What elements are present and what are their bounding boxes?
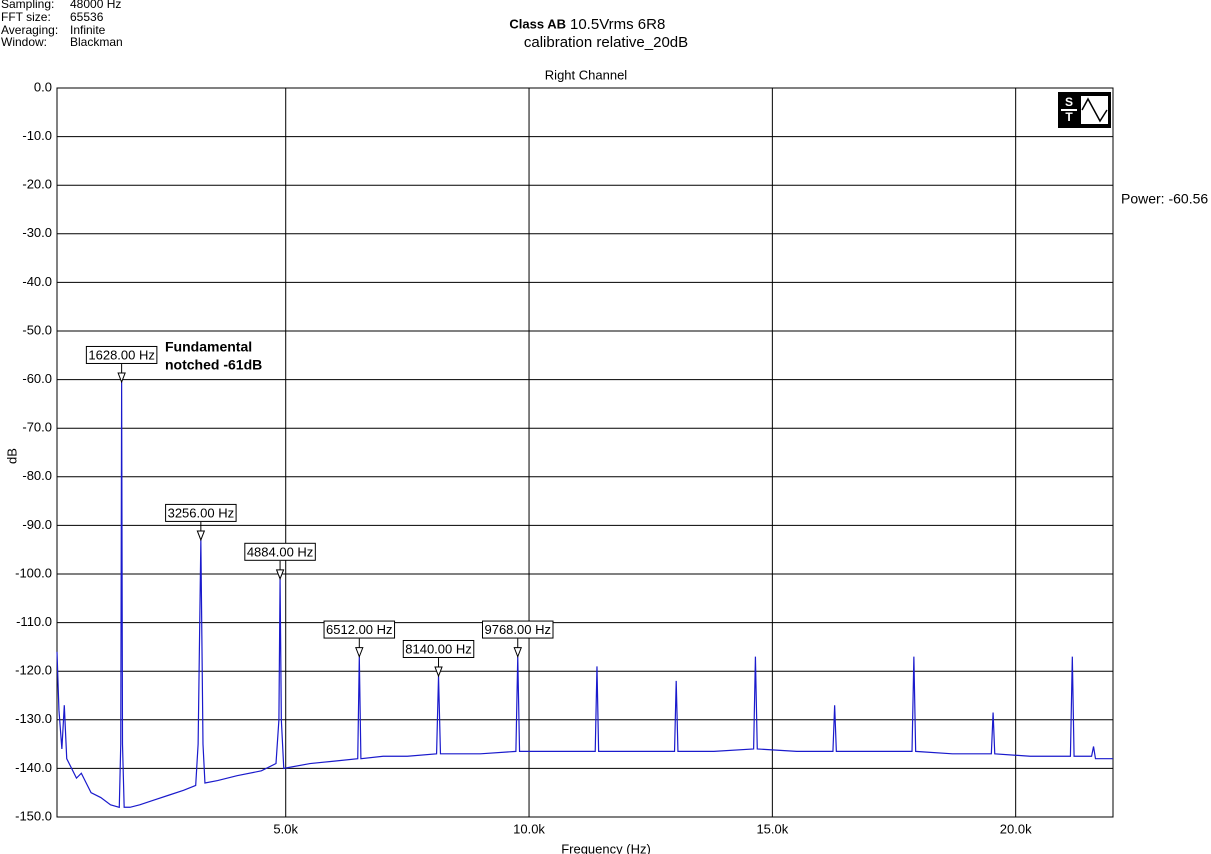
header-value: Blackman	[70, 35, 123, 49]
marker-label-box	[481, 620, 554, 639]
y-tick-label: -100.0	[15, 565, 52, 580]
annotation: notched -61dB	[165, 357, 262, 373]
header-key: FFT size:	[1, 10, 51, 24]
y-tick-label: -90.0	[22, 517, 52, 532]
chart-title-bold: Class AB	[509, 16, 566, 31]
y-tick-label: -120.0	[15, 663, 52, 678]
x-tick-label: 15.0k	[756, 821, 788, 836]
y-tick-label: -50.0	[22, 322, 52, 337]
plot-title: Right Channel	[545, 67, 627, 82]
header-key: Averaging:	[1, 23, 58, 37]
marker-label: 4884.00 Hz	[247, 544, 314, 559]
marker-label-box	[165, 503, 237, 522]
y-tick-label: -140.0	[15, 760, 52, 775]
x-axis-label: Frequency (Hz)	[561, 841, 651, 854]
y-tick-label: -60.0	[22, 371, 52, 386]
y-tick-label: -40.0	[22, 274, 52, 289]
marker-label-box	[323, 620, 396, 639]
marker	[117, 372, 126, 384]
power-readout: Power: -60.56	[1121, 191, 1208, 207]
y-tick-label: -110.0	[16, 614, 52, 629]
marker	[355, 647, 364, 658]
marker-label-box	[85, 345, 158, 364]
marker-label: 1628.00 Hz	[88, 347, 155, 362]
y-tick-label: -10.0	[22, 128, 52, 143]
chart-title: 10.5Vrms 6R8	[570, 16, 665, 33]
marker-label-box	[402, 639, 475, 658]
marker	[196, 530, 206, 542]
marker-label-box	[244, 542, 316, 561]
y-tick-label: -80.0	[22, 468, 52, 483]
annotation: Fundamental	[165, 339, 252, 355]
header-value: 48000 Hz	[70, 0, 121, 11]
y-tick-label: -70.0	[22, 420, 52, 435]
x-tick-label: 20.0k	[1000, 821, 1032, 836]
header-value: Infinite	[70, 23, 106, 37]
plot-area	[56, 87, 1114, 818]
y-axis-label: dB	[4, 448, 19, 464]
marker-label: 9768.00 Hz	[484, 622, 551, 637]
y-tick-label: 0.0	[34, 79, 52, 94]
svg-text:T: T	[1065, 110, 1073, 124]
x-tick-label: 5.0k	[273, 821, 298, 836]
marker-label: 6512.00 Hz	[326, 622, 393, 637]
header-key: Sampling:	[1, 0, 54, 11]
y-tick-label: -130.0	[15, 711, 52, 726]
chart-subtitle: calibration relative_20dB	[524, 34, 688, 51]
marker-label: 8140.00 Hz	[405, 641, 472, 656]
marker-label: 3256.00 Hz	[168, 505, 235, 520]
header-key: Window:	[1, 35, 47, 49]
x-tick-label: 10.0k	[513, 821, 545, 836]
y-tick-label: -30.0	[22, 225, 52, 240]
marker	[513, 647, 522, 658]
logo: S T	[1058, 92, 1111, 128]
spectrum-line	[56, 382, 1113, 809]
svg-text:S: S	[1065, 95, 1073, 109]
y-tick-label: -150.0	[15, 808, 52, 823]
header-value: 65536	[70, 10, 104, 24]
y-tick-label: -20.0	[22, 177, 52, 192]
